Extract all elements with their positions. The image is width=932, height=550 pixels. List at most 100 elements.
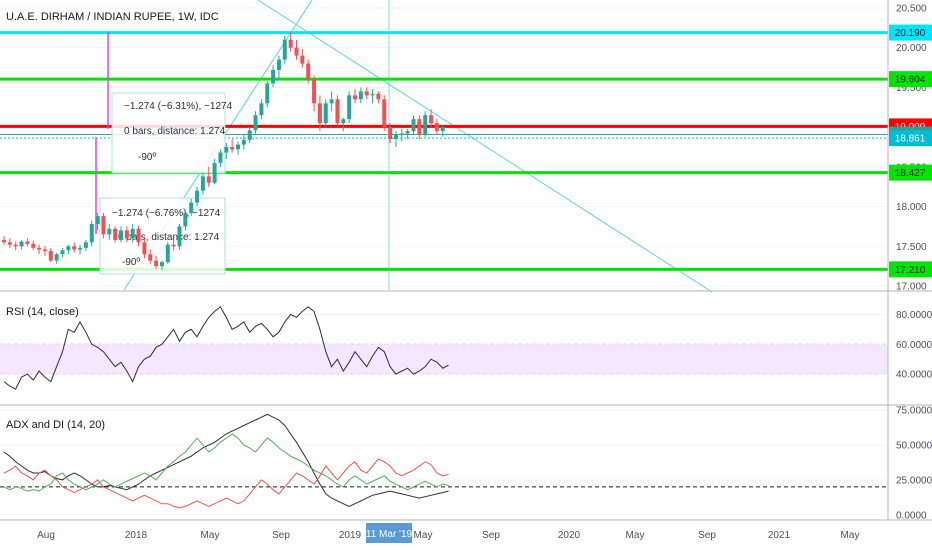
candle <box>165 242 170 264</box>
price-pane[interactable]: −1.274 (−6.31%), −1274 0 bars, distance:… <box>0 0 932 293</box>
candle-body <box>124 230 129 239</box>
candle-body <box>241 139 246 145</box>
rsi-line <box>3 306 449 390</box>
candle-body <box>89 224 94 243</box>
candle-body <box>312 79 317 104</box>
candle-body <box>200 176 205 191</box>
price-tick-label: 17.000 <box>896 282 927 293</box>
candle <box>329 91 334 112</box>
candle <box>42 246 47 256</box>
candle <box>247 127 252 144</box>
candle <box>382 95 387 132</box>
candle-body <box>183 212 188 227</box>
candle-body <box>142 242 147 255</box>
measure-2-line3: -90º <box>122 257 140 268</box>
adx-tick-label: 25.0000 <box>896 475 932 486</box>
candle <box>200 173 205 195</box>
level-price-badge <box>889 164 932 181</box>
candle-body <box>347 95 352 120</box>
candle-body <box>417 119 422 136</box>
candle <box>66 244 71 255</box>
candle-body <box>95 216 100 225</box>
level-price-label: 19.604 <box>895 75 926 86</box>
measure-label-1: −1.274 (−6.31%), −1274 0 bars, distance:… <box>111 92 233 174</box>
candle-body <box>388 127 393 140</box>
adx-series-line <box>3 413 449 507</box>
candle-body <box>206 176 211 183</box>
candle <box>142 236 147 259</box>
candle <box>429 109 434 128</box>
candle-body <box>440 127 445 132</box>
candle-body <box>136 228 141 243</box>
time-ticks: Aug 2018 May Sep 2019 11 Mar '19 May Sep 2020 May… <box>37 523 859 543</box>
candle <box>388 123 393 144</box>
level-price-badge <box>889 261 932 278</box>
candle-body <box>7 242 12 245</box>
time-tick-label: Sep <box>482 530 500 541</box>
candle-body <box>189 202 194 213</box>
candle <box>271 65 276 88</box>
candle <box>259 99 264 120</box>
candle <box>399 128 404 142</box>
time-tick-label: 2020 <box>558 530 581 541</box>
candle-body <box>335 99 340 124</box>
trendline-falling <box>257 0 713 293</box>
candle-body <box>177 226 182 247</box>
time-tick-label: May <box>201 530 220 541</box>
candles[interactable] <box>2 31 445 271</box>
candle <box>335 95 340 128</box>
candle-body <box>376 93 381 100</box>
measure-2-line1: −1.274 (−6.76%), −1274 <box>112 208 221 219</box>
candle <box>72 242 77 253</box>
candle-body <box>399 133 404 136</box>
candle-body <box>25 241 30 244</box>
candle-body <box>230 146 235 150</box>
level-price-badge <box>889 130 932 147</box>
candle <box>288 31 293 52</box>
rsi-tick-label: 40.0000 <box>896 370 932 381</box>
adx-pane[interactable]: 75.0000 50.0000 25.0000 0.0000 ADX and DI (… <box>0 404 932 521</box>
candle <box>101 212 106 239</box>
candle-body <box>423 115 428 136</box>
price-tick-label: 20.500 <box>896 3 927 14</box>
rsi-tick-label: 80.0000 <box>896 310 932 321</box>
rsi-tick-label: 60.0000 <box>896 340 932 351</box>
price-tick-label: 20.000 <box>896 43 927 54</box>
candle-body <box>265 83 270 104</box>
candle <box>60 247 65 258</box>
level-labels: 20.19019.60419.00918.90718.86118.42717.2… <box>889 24 932 278</box>
candle-body <box>107 228 112 235</box>
candle <box>159 260 164 271</box>
rsi-title: RSI (14, close) <box>6 306 79 318</box>
measure-1-line3: -90º <box>138 152 156 163</box>
candle-body <box>78 247 83 250</box>
candle-body <box>323 103 328 124</box>
candle-body <box>42 249 47 252</box>
candle <box>19 239 24 250</box>
time-tick-label: May <box>841 530 860 541</box>
candle-body <box>329 99 334 104</box>
candle <box>83 239 88 252</box>
candle <box>312 75 317 112</box>
candle-body <box>130 228 135 239</box>
rsi-pane[interactable]: 80.0000 60.0000 40.0000 RSI (14, close) <box>0 290 932 390</box>
candle <box>78 244 83 255</box>
level-price-label: 18.861 <box>895 134 926 145</box>
candle-body <box>253 115 258 131</box>
candle-body <box>159 262 164 267</box>
candle-body <box>154 260 159 267</box>
rsi-grid <box>0 313 888 375</box>
candle <box>136 225 141 247</box>
candle <box>119 226 123 243</box>
candle <box>411 115 416 136</box>
candle-body <box>382 99 387 128</box>
candle <box>124 226 129 243</box>
price-axis[interactable]: 20.50020.00019.50019.00018.50018.00017.5… <box>896 3 927 292</box>
adx-tick-label: 50.0000 <box>896 441 932 452</box>
candle <box>341 117 346 132</box>
candle <box>148 249 153 264</box>
time-tick-label: 2021 <box>768 530 791 541</box>
candle-body <box>294 47 299 56</box>
